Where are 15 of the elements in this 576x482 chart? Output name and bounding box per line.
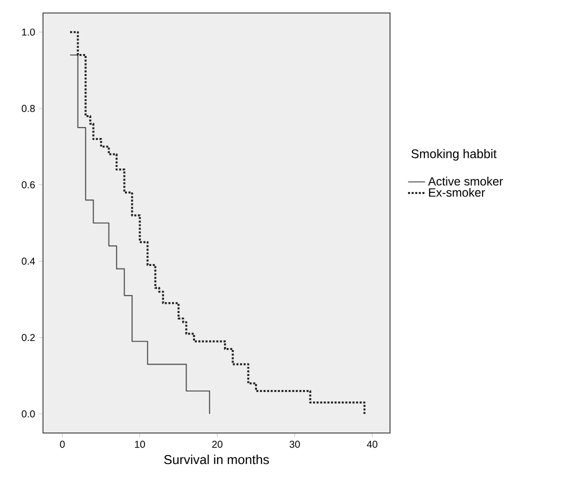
x-tick-label: 40 [366,440,378,448]
y-tick-label: 0.2 [22,334,35,342]
y-tick-label: 0.6 [22,181,35,188]
x-tick-label: 30 [290,440,300,448]
y-tick-label: 1.0 [22,28,35,36]
x-tick-label: 0 [60,440,65,448]
x-axis-title: Survival in months [164,454,269,464]
y-tick-label: 0.8 [22,104,35,112]
legend-label: Ex-smoker [429,188,485,197]
legend-title: Smoking habbit [411,149,497,161]
legend-label: Active smoker [428,176,503,186]
y-tick-label: 0.4 [22,258,35,265]
y-tick-label: 0.0 [22,410,35,418]
x-tick-label: 20 [212,440,222,448]
x-tick-label: 10 [135,440,145,448]
